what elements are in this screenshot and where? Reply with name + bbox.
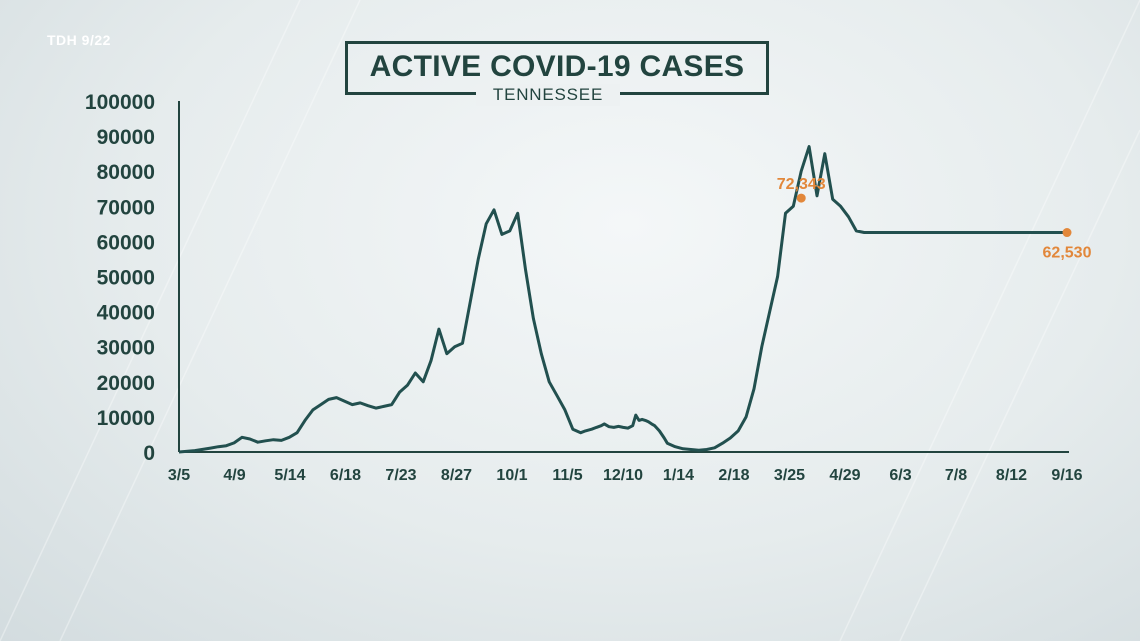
- x-tick-label: 5/14: [274, 467, 305, 484]
- y-tick-label: 0: [143, 442, 155, 465]
- x-tick-label: 2/18: [718, 467, 749, 484]
- x-tick-label: 1/14: [663, 467, 694, 484]
- y-tick-label: 30000: [97, 337, 155, 360]
- x-tick-label: 6/18: [330, 467, 361, 484]
- x-tick-label: 10/1: [496, 467, 527, 484]
- y-tick-label: 20000: [97, 372, 155, 395]
- latest-point: [1062, 228, 1072, 238]
- y-tick-label: 90000: [97, 126, 155, 149]
- latest-label: 62,530: [1043, 245, 1092, 262]
- x-tick-label: 6/3: [889, 467, 911, 484]
- chart-title: ACTIVE COVID-19 CASES: [369, 50, 745, 83]
- x-tick-label: 8/27: [441, 467, 472, 484]
- x-tick-label: 11/5: [552, 467, 582, 484]
- x-tick-label: 3/25: [774, 467, 805, 484]
- y-tick-label: 70000: [97, 196, 155, 219]
- x-tick-label: 3/5: [168, 467, 190, 484]
- x-tick-label: 7/23: [385, 467, 416, 484]
- peak-point: [796, 193, 806, 203]
- y-tick-label: 40000: [97, 302, 155, 325]
- y-tick-label: 80000: [97, 161, 155, 184]
- y-tick-label: 50000: [97, 267, 155, 290]
- x-tick-label: 4/9: [223, 467, 245, 484]
- chart-subtitle: TENNESSEE: [476, 84, 620, 106]
- x-tick-label: 4/29: [829, 467, 860, 484]
- source-label: TDH 9/22: [47, 32, 111, 48]
- series-line: [178, 145, 1069, 454]
- x-tick-label: 8/12: [996, 467, 1027, 484]
- y-tick-label: 10000: [97, 407, 155, 430]
- y-tick-label: 60000: [97, 231, 155, 254]
- x-tick-label: 7/8: [945, 467, 967, 484]
- peak-label: 72,343: [777, 176, 826, 193]
- y-tick-label: 100000: [85, 91, 155, 114]
- x-tick-label: 9/16: [1051, 467, 1082, 484]
- x-tick-label: 12/10: [603, 467, 643, 484]
